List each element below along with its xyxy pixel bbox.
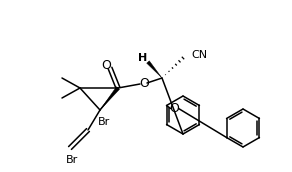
Text: Br: Br	[98, 117, 110, 127]
Text: O: O	[170, 102, 180, 115]
Text: H: H	[138, 53, 148, 63]
Polygon shape	[147, 61, 162, 78]
Text: O: O	[101, 58, 111, 72]
Text: O: O	[139, 77, 149, 89]
Polygon shape	[100, 87, 119, 110]
Text: Br: Br	[66, 155, 78, 165]
Text: CN: CN	[191, 50, 207, 60]
